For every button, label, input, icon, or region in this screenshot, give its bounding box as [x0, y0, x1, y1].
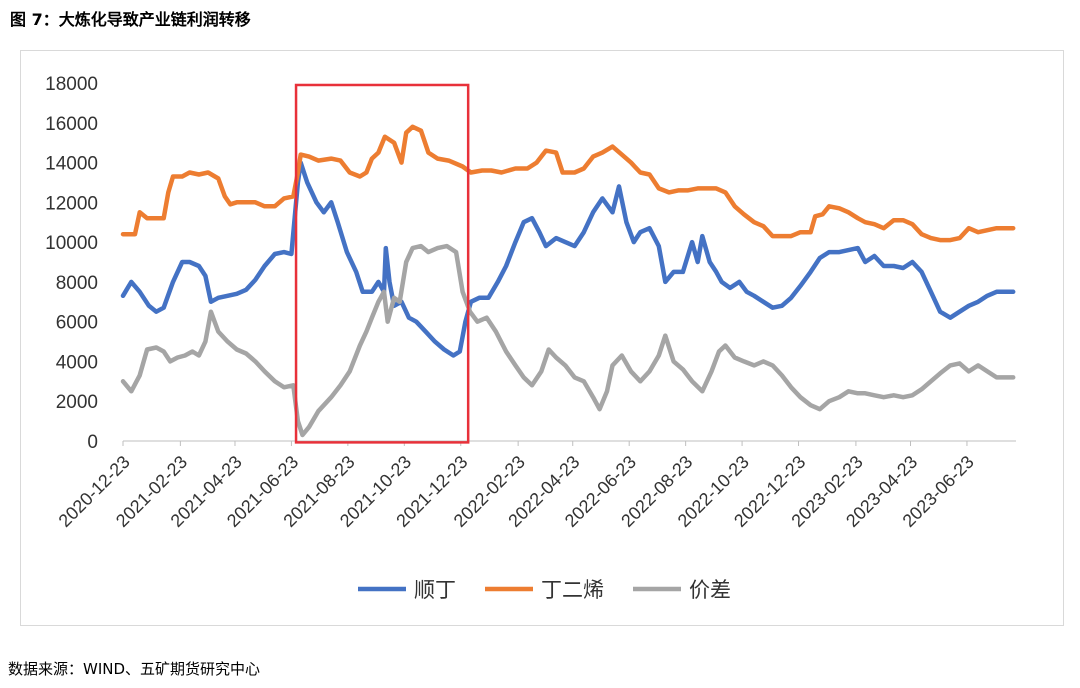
legend-label: 丁二烯	[541, 579, 604, 602]
series-line-2	[120, 124, 1016, 243]
highlight-rect	[294, 83, 470, 444]
figure-title: 图 7：大炼化导致产业链利润转移	[10, 10, 251, 29]
x-axis: 2020-12-232021-02-232021-04-232021-06-23…	[55, 440, 1016, 531]
y-tick-label: 16000	[45, 114, 98, 135]
y-axis: 0 2000 4000 6000 8000 10000 12000 14000 16000 180…	[45, 74, 98, 453]
y-tick-label: 10000	[45, 233, 98, 254]
y-tick-label: 4000	[56, 352, 98, 373]
y-tick-label: 2000	[56, 392, 98, 413]
series-line-1	[120, 160, 1016, 358]
y-tick-label: 8000	[56, 273, 98, 294]
legend: 顺丁 丁二烯 价差	[358, 579, 731, 602]
plot-series	[120, 124, 1016, 438]
y-tick-label: 12000	[45, 193, 98, 214]
y-tick-label: 6000	[56, 313, 98, 334]
legend-label: 价差	[689, 579, 731, 602]
legend-label: 顺丁	[414, 579, 456, 602]
highlight-box	[294, 83, 470, 444]
series-line-3	[120, 243, 1016, 438]
chart-frame	[20, 50, 1064, 626]
y-tick-label: 0	[87, 432, 98, 453]
y-tick-label: 14000	[45, 154, 98, 175]
y-tick-label: 18000	[45, 74, 98, 95]
source-note: 数据来源：WIND、五矿期货研究中心	[8, 660, 261, 678]
